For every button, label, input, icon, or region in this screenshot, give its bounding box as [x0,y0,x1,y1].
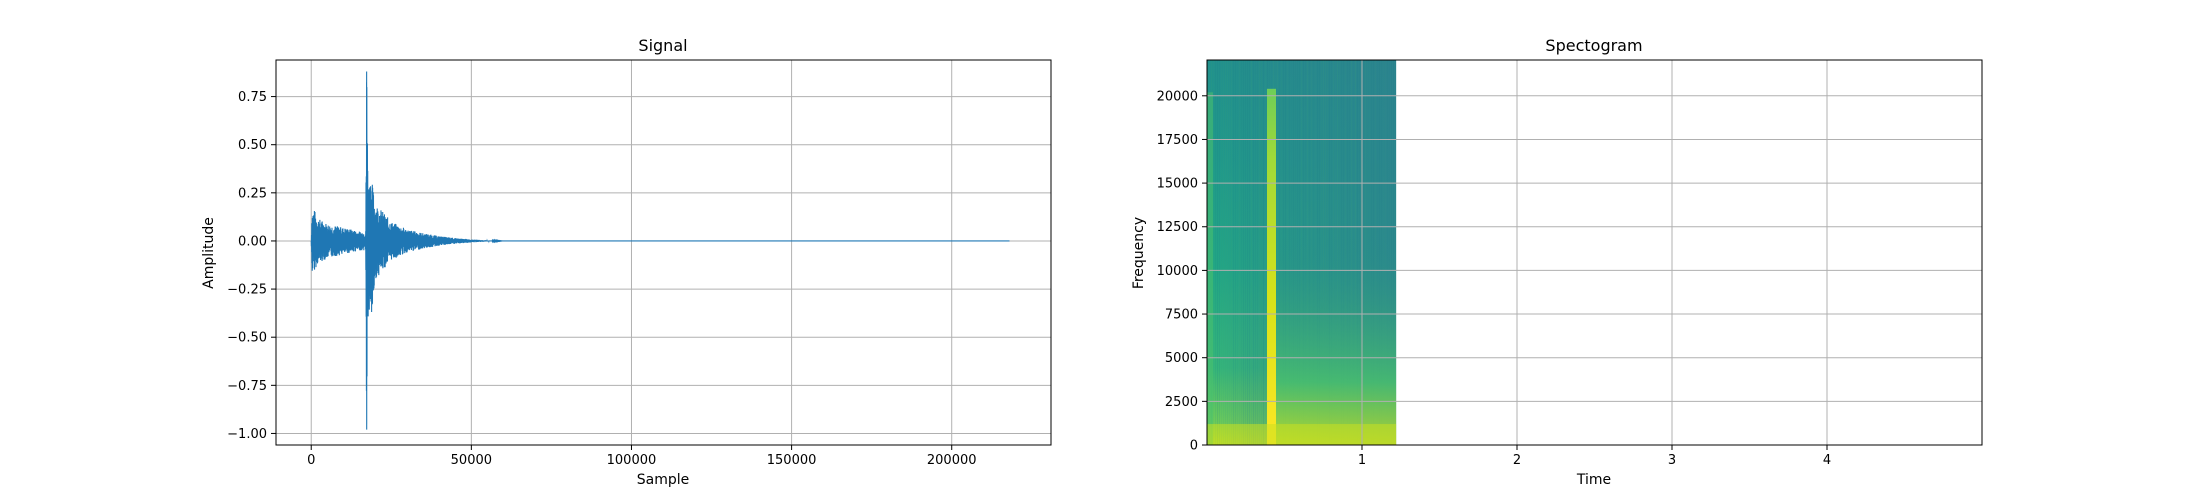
spectrogram-transient [1267,88,1276,445]
spectrogram-column [1237,60,1238,445]
signal-y-tick-label: −0.25 [227,283,267,298]
spectrogram-y-label: Frequency [1131,217,1147,289]
spectrogram-x-tick-label: 3 [1668,453,1676,468]
spectrogram-column [1263,60,1264,445]
spectrogram-column [1227,60,1228,445]
spectrogram-column [1249,60,1250,445]
spectrogram-column [1245,60,1246,445]
spectrogram-chart: Spectogram 1 2 3 4 0 2500 5000 7500 10000 12500 1… [1131,36,1983,488]
signal-frame [275,59,1052,446]
spectrogram-column [1241,60,1242,445]
spectrogram-y-tick-label: 20000 [1157,89,1198,104]
spectrogram-y-tick-label: 7500 [1165,308,1198,323]
spectrogram-lowband [1207,424,1397,445]
spectrogram-column [1257,60,1258,445]
spectrogram-column [1243,60,1244,445]
spectrogram-y-tick-label: 2500 [1165,395,1198,410]
signal-x-tick-label: 100000 [607,453,657,468]
spectrogram-title: Spectogram [1545,36,1642,55]
signal-x-tick-label: 150000 [767,453,817,468]
spectrogram-x-tick-label: 1 [1358,453,1366,468]
spectrogram-y-tick-label: 12500 [1157,220,1198,235]
signal-y-tick-label: −0.75 [227,379,267,394]
spectrogram-column [1233,60,1234,445]
signal-series-line [310,71,1010,430]
signal-y-label: Amplitude [201,217,217,289]
signal-chart: Signal 0 50000 100000 150000 200000 −1.00 −0.… [201,36,1052,488]
signal-y-tick-label: −0.50 [227,331,267,346]
spectrogram-y-tick-label: 0 [1190,439,1198,454]
spectrogram-image [1207,60,1397,445]
spectrogram-y-tick-label: 10000 [1157,264,1198,279]
spectrogram-column [1219,60,1220,445]
signal-waveform [310,71,1010,430]
signal-x-tick-label: 0 [307,453,315,468]
spectrogram-column [1259,60,1260,445]
signal-y-axis: −1.00 −0.75 −0.50 −0.25 0.00 0.25 0.50 0.75 [227,90,276,442]
spectrogram-y-tick-label: 5000 [1165,351,1198,366]
spectrogram-column [1213,60,1214,445]
spectrogram-column [1253,60,1254,445]
signal-x-axis: 0 50000 100000 150000 200000 [307,445,977,468]
signal-y-tick-label: 0.75 [238,90,267,105]
spectrogram-onset [1207,92,1213,445]
signal-y-tick-label: −1.00 [227,427,267,442]
spectrogram-x-tick-label: 2 [1513,453,1521,468]
spectrogram-x-label: Time [1576,472,1611,488]
spectrogram-tail [1276,235,1397,445]
spectrogram-grid [1207,60,1982,446]
spectrogram-column [1247,60,1248,445]
spectrogram-column [1225,60,1226,445]
spectrogram-y-tick-label: 15000 [1157,177,1198,192]
signal-y-tick-label: 0.00 [238,234,267,249]
spectrogram-column [1251,60,1252,445]
spectrogram-x-axis: 1 2 3 4 [1358,445,1831,468]
signal-y-tick-label: 0.25 [238,186,267,201]
spectrogram-frame [1206,59,1983,446]
spectrogram-column [1255,60,1256,445]
spectrogram-column [1239,60,1240,445]
spectrogram-column [1223,60,1224,445]
spectrogram-column [1235,60,1236,445]
spectrogram-column [1231,60,1232,445]
spectrogram-column [1261,60,1262,445]
signal-x-label: Sample [637,472,690,488]
spectrogram-x-tick-label: 4 [1823,453,1831,468]
signal-y-tick-label: 0.50 [238,138,267,153]
spectrogram-column [1221,60,1222,445]
spectrogram-column [1215,60,1216,445]
signal-x-tick-label: 50000 [451,453,492,468]
spectrogram-y-tick-label: 17500 [1157,133,1198,148]
signal-x-tick-label: 200000 [927,453,977,468]
spectrogram-column [1265,60,1266,445]
signal-title: Signal [638,36,687,55]
spectrogram-column [1229,60,1230,445]
spectrogram-column [1217,60,1218,445]
spectrogram-y-axis: 0 2500 5000 7500 10000 12500 15000 17500 20000 [1157,89,1207,454]
